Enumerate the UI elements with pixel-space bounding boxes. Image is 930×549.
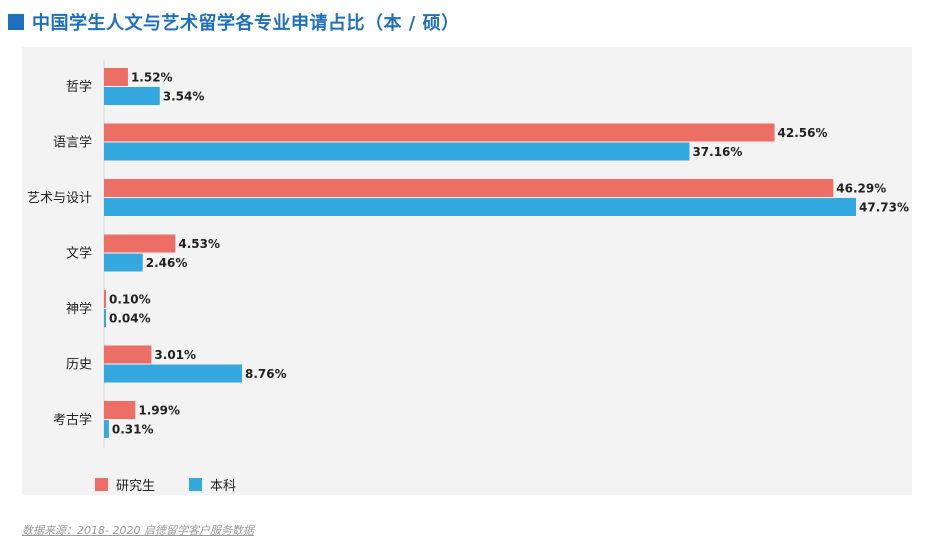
bar-graduate — [104, 123, 775, 142]
bar-graduate — [104, 345, 152, 364]
category-label: 艺术与设计 — [27, 191, 92, 206]
category-label: 哲学 — [66, 79, 92, 95]
bar-graduate — [104, 401, 136, 419]
value-label-undergraduate: 0.31% — [112, 423, 154, 437]
legend-swatch-graduate — [95, 478, 108, 491]
category-label: 历史 — [66, 358, 92, 373]
value-label-graduate: 46.29% — [836, 182, 886, 196]
value-label-undergraduate: 2.46% — [146, 256, 188, 270]
value-label-undergraduate: 3.54% — [163, 90, 205, 104]
chart-panel — [22, 47, 912, 495]
bar-undergraduate — [104, 87, 160, 105]
value-label-graduate: 1.52% — [131, 71, 173, 85]
bar-graduate — [104, 68, 128, 86]
category-label: 神学 — [66, 301, 92, 317]
bar-undergraduate — [104, 198, 856, 216]
value-label-undergraduate: 8.76% — [245, 367, 287, 381]
legend-item-undergraduate: 本科 — [189, 475, 236, 494]
legend: 研究生 本科 — [95, 475, 270, 494]
value-label-graduate: 42.56% — [778, 126, 828, 140]
bar-undergraduate — [104, 364, 243, 383]
category-label: 文学 — [66, 246, 92, 262]
bar-undergraduate — [104, 253, 143, 272]
category-label: 语言学 — [53, 135, 92, 151]
legend-item-graduate: 研究生 — [95, 475, 155, 494]
bar-graduate — [104, 234, 176, 253]
title-marker — [8, 14, 24, 30]
category-label: 考古学 — [53, 412, 92, 428]
bar-undergraduate — [104, 142, 690, 161]
legend-swatch-undergraduate — [189, 478, 203, 491]
value-label-undergraduate: 0.04% — [109, 312, 151, 326]
value-label-graduate: 4.53% — [178, 237, 220, 251]
legend-label-undergraduate: 本科 — [210, 479, 237, 494]
data-source-note: 数据来源：2018- 2020 启德留学客户服务数据 — [22, 524, 254, 537]
value-label-undergraduate: 37.16% — [692, 145, 742, 159]
value-label-graduate: 3.01% — [154, 348, 196, 362]
value-label-undergraduate: 47.73% — [859, 201, 909, 215]
value-label-graduate: 1.99% — [138, 404, 180, 418]
bar-undergraduate — [104, 420, 109, 438]
value-label-graduate: 0.10% — [109, 293, 151, 307]
bar-graduate — [104, 179, 834, 197]
bar-graduate — [104, 290, 106, 308]
legend-label-graduate: 研究生 — [116, 479, 156, 494]
chart-title: 中国学生人文与艺术留学各专业申请占比（本 / 硕） — [32, 13, 460, 34]
title-bar: 中国学生人文与艺术留学各专业申请占比（本 / 硕） — [8, 8, 460, 36]
bar-undergraduate — [104, 309, 106, 327]
